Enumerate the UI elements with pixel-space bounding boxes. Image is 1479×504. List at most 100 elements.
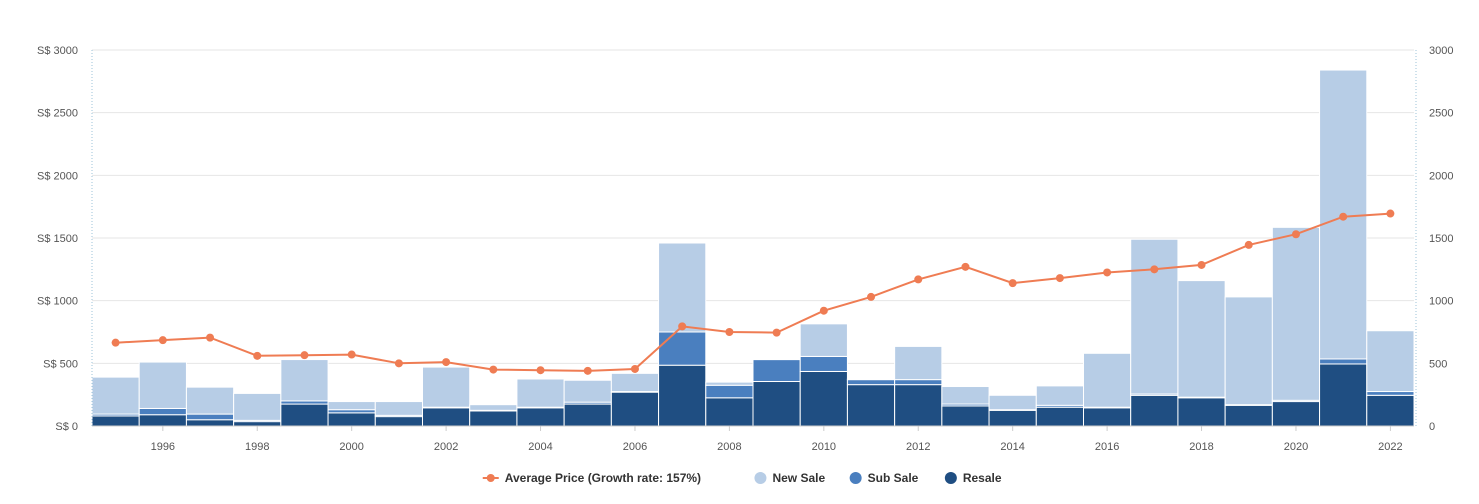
bar-new-sale-2016[interactable] bbox=[1083, 352, 1132, 408]
average-price-point-2017[interactable] bbox=[1150, 265, 1159, 274]
bar-sub-sale-2022[interactable] bbox=[1366, 391, 1415, 396]
average-price-point-2000[interactable] bbox=[347, 350, 356, 359]
bar-new-sale-2008[interactable] bbox=[705, 381, 754, 386]
bar-new-sale-2001[interactable] bbox=[374, 401, 423, 416]
average-price-point-2021[interactable] bbox=[1339, 212, 1348, 221]
bar-resale-2019[interactable] bbox=[1224, 404, 1273, 427]
y-right-tick-label: 1500 bbox=[1429, 233, 1453, 245]
average-price-point-2008[interactable] bbox=[725, 328, 734, 336]
average-price-point-2003[interactable] bbox=[489, 365, 498, 374]
bar-new-sale-2021[interactable] bbox=[1319, 69, 1368, 360]
bar-new-sale-2009[interactable] bbox=[752, 358, 801, 361]
average-price-point-2014[interactable] bbox=[1008, 279, 1017, 288]
average-price-point-2013[interactable] bbox=[961, 262, 970, 271]
bar-new-sale-2017[interactable] bbox=[1130, 238, 1179, 395]
bar-resale-2011[interactable] bbox=[846, 384, 896, 427]
bar-new-sale-1997[interactable] bbox=[185, 386, 235, 415]
bar-new-sale-2004[interactable] bbox=[516, 378, 565, 408]
bar-resale-2016[interactable] bbox=[1083, 407, 1132, 427]
average-price-point-2002[interactable] bbox=[442, 358, 451, 367]
average-price-point-2011[interactable] bbox=[867, 292, 876, 301]
bar-sub-sale-2007[interactable] bbox=[658, 331, 707, 366]
average-price-line bbox=[115, 212, 1391, 372]
bar-new-sale-2022[interactable] bbox=[1366, 330, 1415, 393]
average-price-point-1996[interactable] bbox=[158, 336, 167, 345]
bar-resale-2001[interactable] bbox=[374, 416, 423, 427]
bar-resale-2006[interactable] bbox=[610, 391, 660, 427]
bar-resale-2020[interactable] bbox=[1271, 401, 1321, 427]
bar-sub-sale-1997[interactable] bbox=[185, 413, 235, 421]
bar-resale-2012[interactable] bbox=[894, 384, 943, 427]
average-price-point-2009[interactable] bbox=[772, 328, 781, 337]
bar-sub-sale-2009[interactable] bbox=[752, 359, 801, 383]
legend-item-new-sale[interactable]: New Sale bbox=[754, 471, 825, 485]
bar-resale-2000[interactable] bbox=[327, 412, 376, 427]
bar-sub-sale-2008[interactable] bbox=[705, 384, 754, 399]
average-price-point-2016[interactable] bbox=[1103, 268, 1112, 277]
average-price-point-1995[interactable] bbox=[111, 338, 120, 347]
bar-resale-1998[interactable] bbox=[233, 421, 282, 427]
bar-resale-2015[interactable] bbox=[1035, 406, 1085, 427]
bar-new-sale-1996[interactable] bbox=[138, 361, 187, 409]
bar-resale-1996[interactable] bbox=[138, 414, 187, 427]
average-price-point-2022[interactable] bbox=[1386, 209, 1395, 218]
bar-resale-2008[interactable] bbox=[705, 397, 754, 427]
bar-resale-2003[interactable] bbox=[469, 410, 518, 427]
bar-resale-1999[interactable] bbox=[280, 403, 329, 427]
bar-sub-sale-2011[interactable] bbox=[846, 379, 896, 386]
average-price-point-2019[interactable] bbox=[1244, 240, 1253, 249]
legend-item-resale[interactable]: Resale bbox=[944, 471, 1002, 485]
bar-new-sale-2019[interactable] bbox=[1224, 296, 1273, 406]
bar-new-sale-2018[interactable] bbox=[1177, 280, 1226, 398]
bar-new-sale-2003[interactable] bbox=[469, 404, 518, 411]
bar-new-sale-2014[interactable] bbox=[988, 394, 1037, 411]
average-price-point-1999[interactable] bbox=[300, 351, 309, 360]
bar-resale-2022[interactable] bbox=[1366, 394, 1415, 427]
bar-new-sale-1999[interactable] bbox=[280, 359, 329, 402]
bar-new-sale-2015[interactable] bbox=[1035, 385, 1085, 406]
bar-new-sale-2013[interactable] bbox=[941, 386, 990, 405]
bar-resale-2021[interactable] bbox=[1319, 363, 1368, 427]
bar-sub-sale-2012[interactable] bbox=[894, 379, 943, 386]
average-price-point-2010[interactable] bbox=[819, 306, 828, 315]
bar-new-sale-2020[interactable] bbox=[1271, 226, 1321, 401]
bar-new-sale-2002[interactable] bbox=[422, 366, 471, 408]
average-price-point-2006[interactable] bbox=[630, 364, 639, 373]
bar-new-sale-2005[interactable] bbox=[563, 379, 612, 403]
average-price-point-2005[interactable] bbox=[583, 366, 592, 375]
bar-resale-2014[interactable] bbox=[988, 409, 1037, 427]
bar-resale-2005[interactable] bbox=[563, 403, 612, 427]
bar-sub-sale-2010[interactable] bbox=[799, 355, 848, 372]
bar-resale-2002[interactable] bbox=[422, 407, 471, 427]
average-price-point-2007[interactable] bbox=[678, 322, 687, 331]
bar-resale-2004[interactable] bbox=[516, 407, 565, 427]
average-price-point-2012[interactable] bbox=[914, 275, 923, 284]
bar-sub-sale-1996[interactable] bbox=[138, 407, 187, 416]
bar-resale-2010[interactable] bbox=[799, 370, 848, 427]
bar-resale-2009[interactable] bbox=[752, 381, 801, 427]
average-price-point-2004[interactable] bbox=[536, 366, 545, 375]
bar-new-sale-2010[interactable] bbox=[799, 323, 848, 357]
bar-new-sale-2007[interactable] bbox=[658, 242, 707, 333]
bar-resale-2018[interactable] bbox=[1177, 397, 1226, 427]
bar-new-sale-1998[interactable] bbox=[233, 392, 282, 421]
bar-new-sale-2000[interactable] bbox=[327, 401, 376, 411]
average-price-point-2020[interactable] bbox=[1291, 230, 1300, 239]
bar-new-sale-1995[interactable] bbox=[91, 376, 140, 415]
bar-resale-2017[interactable] bbox=[1130, 394, 1179, 427]
average-price-point-1998[interactable] bbox=[253, 351, 262, 360]
bar-resale-1995[interactable] bbox=[91, 415, 140, 427]
average-price-point-2001[interactable] bbox=[394, 359, 403, 368]
average-price-point-2018[interactable] bbox=[1197, 260, 1206, 269]
bar-new-sale-2011[interactable] bbox=[846, 378, 896, 381]
bar-resale-2007[interactable] bbox=[658, 364, 707, 427]
average-price-point-2015[interactable] bbox=[1055, 274, 1064, 283]
bar-new-sale-2012[interactable] bbox=[894, 345, 943, 381]
bar-resale-2013[interactable] bbox=[941, 405, 990, 427]
legend-item-average-price-growth-rate-157[interactable]: Average Price (Growth rate: 157%) bbox=[482, 471, 701, 485]
bar-resale-1997[interactable] bbox=[185, 419, 235, 427]
bar-new-sale-2006[interactable] bbox=[610, 372, 660, 393]
bar-sub-sale-2021[interactable] bbox=[1319, 358, 1368, 365]
average-price-point-1997[interactable] bbox=[206, 333, 215, 342]
legend-item-sub-sale[interactable]: Sub Sale bbox=[849, 471, 919, 485]
